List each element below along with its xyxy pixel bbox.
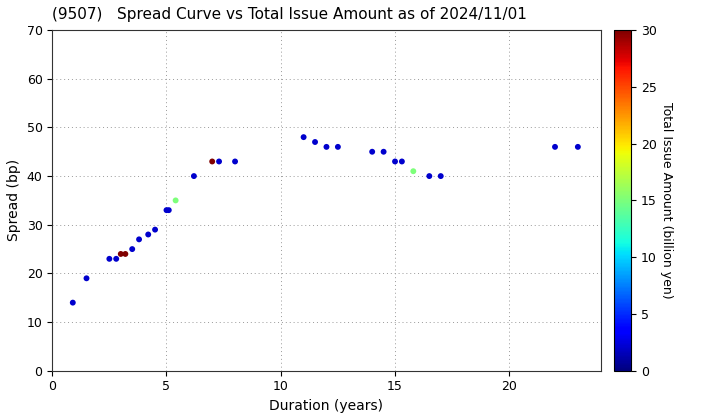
Point <box>435 173 446 179</box>
Point <box>213 158 225 165</box>
Point <box>310 139 321 145</box>
Point <box>408 168 419 175</box>
Point <box>298 134 310 141</box>
Point <box>366 148 378 155</box>
Point <box>332 144 343 150</box>
Point <box>320 144 332 150</box>
Point <box>396 158 408 165</box>
Point <box>170 197 181 204</box>
Point <box>207 158 218 165</box>
Point <box>115 251 127 257</box>
Y-axis label: Spread (bp): Spread (bp) <box>7 159 21 242</box>
Point <box>423 173 435 179</box>
Point <box>104 255 115 262</box>
Point <box>143 231 154 238</box>
Point <box>110 255 122 262</box>
Point <box>572 144 584 150</box>
Point <box>133 236 145 243</box>
Point <box>390 158 401 165</box>
Point <box>229 158 240 165</box>
Point <box>549 144 561 150</box>
Point <box>163 207 174 213</box>
X-axis label: Duration (years): Duration (years) <box>269 399 384 413</box>
Point <box>120 251 131 257</box>
Point <box>81 275 92 282</box>
Point <box>127 246 138 252</box>
Text: (9507)   Spread Curve vs Total Issue Amount as of 2024/11/01: (9507) Spread Curve vs Total Issue Amoun… <box>53 7 527 22</box>
Y-axis label: Total Issue Amount (billion yen): Total Issue Amount (billion yen) <box>660 102 673 299</box>
Point <box>67 299 78 306</box>
Point <box>161 207 172 213</box>
Point <box>188 173 199 179</box>
Point <box>378 148 390 155</box>
Point <box>149 226 161 233</box>
